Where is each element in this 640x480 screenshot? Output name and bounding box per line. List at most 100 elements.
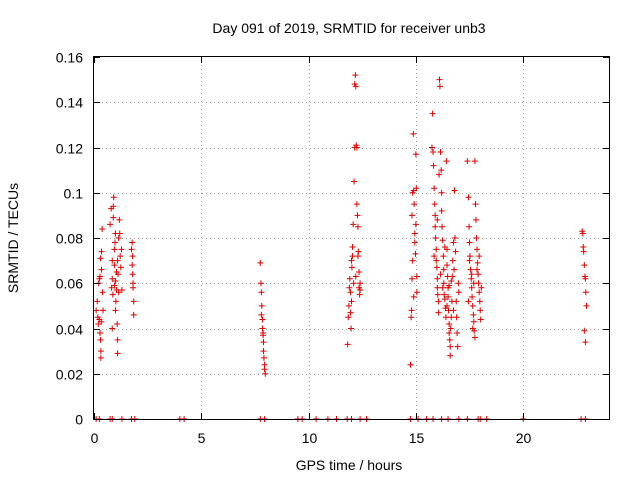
data-point-marker: [449, 257, 456, 264]
data-point-marker: [443, 302, 450, 309]
data-point-marker: [430, 149, 437, 156]
data-point-marker: [438, 167, 445, 174]
data-point-marker: [447, 343, 454, 350]
data-point-marker: [454, 343, 461, 350]
data-point-marker: [466, 257, 473, 264]
data-point-marker: [258, 311, 265, 318]
x-tick-label: 10: [302, 430, 318, 446]
data-point-marker: [412, 250, 419, 257]
data-point-marker: [447, 352, 454, 359]
data-point-marker: [354, 223, 361, 230]
data-point-marker: [453, 298, 460, 305]
data-point-marker: [455, 289, 462, 296]
data-point-marker: [446, 336, 453, 343]
data-point-marker: [469, 302, 476, 309]
data-point-marker: [109, 275, 116, 282]
data-point-marker: [97, 354, 104, 361]
data-point-marker: [109, 257, 116, 264]
data-point-marker: [447, 325, 454, 332]
data-point-marker: [129, 239, 136, 246]
data-point-marker: [455, 280, 462, 287]
data-point-marker: [260, 339, 267, 346]
y-tick-label: 0.1: [64, 186, 84, 202]
data-point-marker: [468, 284, 475, 291]
data-point-marker: [468, 271, 475, 278]
data-point-marker: [453, 314, 460, 321]
data-point-marker: [351, 178, 358, 185]
y-tick-label: 0.04: [56, 322, 83, 338]
data-point-marker: [581, 327, 588, 334]
data-point-marker: [439, 237, 446, 244]
chart-title: Day 091 of 2019, SRMTID for receiver unb…: [212, 20, 485, 36]
data-point-marker: [110, 203, 117, 210]
data-point-marker: [431, 201, 438, 208]
data-point-marker: [260, 354, 267, 361]
data-point-marker: [433, 264, 440, 271]
data-point-marker: [97, 330, 104, 337]
data-point-marker: [354, 212, 361, 219]
data-point-marker: [408, 314, 415, 321]
data-point-marker: [474, 259, 481, 266]
data-point-marker: [115, 289, 122, 296]
data-point-marker: [413, 289, 420, 296]
data-point-marker: [117, 264, 124, 271]
data-point-marker: [346, 284, 353, 291]
data-point-marker: [407, 361, 414, 368]
data-point-marker: [436, 76, 443, 83]
data-point-marker: [98, 248, 105, 255]
data-point-marker: [442, 314, 449, 321]
data-point-marker: [111, 262, 118, 269]
data-point-marker: [477, 307, 484, 314]
data-point-marker: [116, 216, 123, 223]
data-point-marker: [110, 194, 117, 201]
x-axis-label: GPS time / hours: [296, 457, 403, 473]
y-tick-label: 0.12: [56, 141, 83, 157]
data-point-marker: [348, 264, 355, 271]
data-point-marker: [441, 296, 448, 303]
data-point-marker: [118, 246, 125, 253]
data-point-marker: [434, 275, 441, 282]
y-tick-label: 0.14: [56, 95, 83, 111]
data-point-marker: [448, 277, 455, 284]
axis-ticks: 0 0.02 0.04 0.06 0.08 0.1 0.12 0.14 0.16 0 5 10 15 20: [56, 50, 609, 446]
data-point-marker: [472, 201, 479, 208]
x-tick-label: 5: [198, 430, 206, 446]
x-tick-label: 20: [516, 430, 532, 446]
data-point-marker: [583, 302, 590, 309]
data-point-marker: [409, 275, 416, 282]
data-point-marker: [347, 309, 354, 316]
data-point-marker: [95, 320, 102, 327]
data-point-marker: [437, 271, 444, 278]
data-point-marker: [440, 253, 447, 260]
data-point-marker: [107, 221, 114, 228]
data-point-marker: [115, 271, 122, 278]
data-point-marker: [96, 275, 103, 282]
data-point-marker: [440, 280, 447, 287]
data-point-marker: [411, 230, 418, 237]
data-point-marker: [478, 284, 485, 291]
data-point-marker: [352, 72, 359, 79]
data-point-marker: [449, 273, 456, 280]
data-point-marker: [431, 185, 438, 192]
data-point-marker: [470, 311, 477, 318]
data-point-marker: [429, 110, 436, 117]
data-point-marker: [413, 273, 420, 280]
data-point-marker: [348, 298, 355, 305]
data-point-marker: [433, 257, 440, 264]
data-points: [93, 72, 590, 422]
data-point-marker: [116, 230, 123, 237]
data-point-marker: [431, 253, 438, 260]
data-point-marker: [128, 246, 135, 253]
data-point-marker: [346, 275, 353, 282]
data-point-marker: [454, 330, 461, 337]
data-point-marker: [474, 266, 481, 273]
data-point-marker: [441, 291, 448, 298]
data-point-marker: [466, 223, 473, 230]
data-point-marker: [409, 257, 416, 264]
data-point-marker: [110, 214, 117, 221]
data-point-marker: [473, 235, 480, 241]
data-point-marker: [476, 253, 483, 260]
data-point-marker: [443, 158, 450, 165]
data-point-marker: [129, 262, 136, 269]
data-point-marker: [439, 284, 446, 291]
